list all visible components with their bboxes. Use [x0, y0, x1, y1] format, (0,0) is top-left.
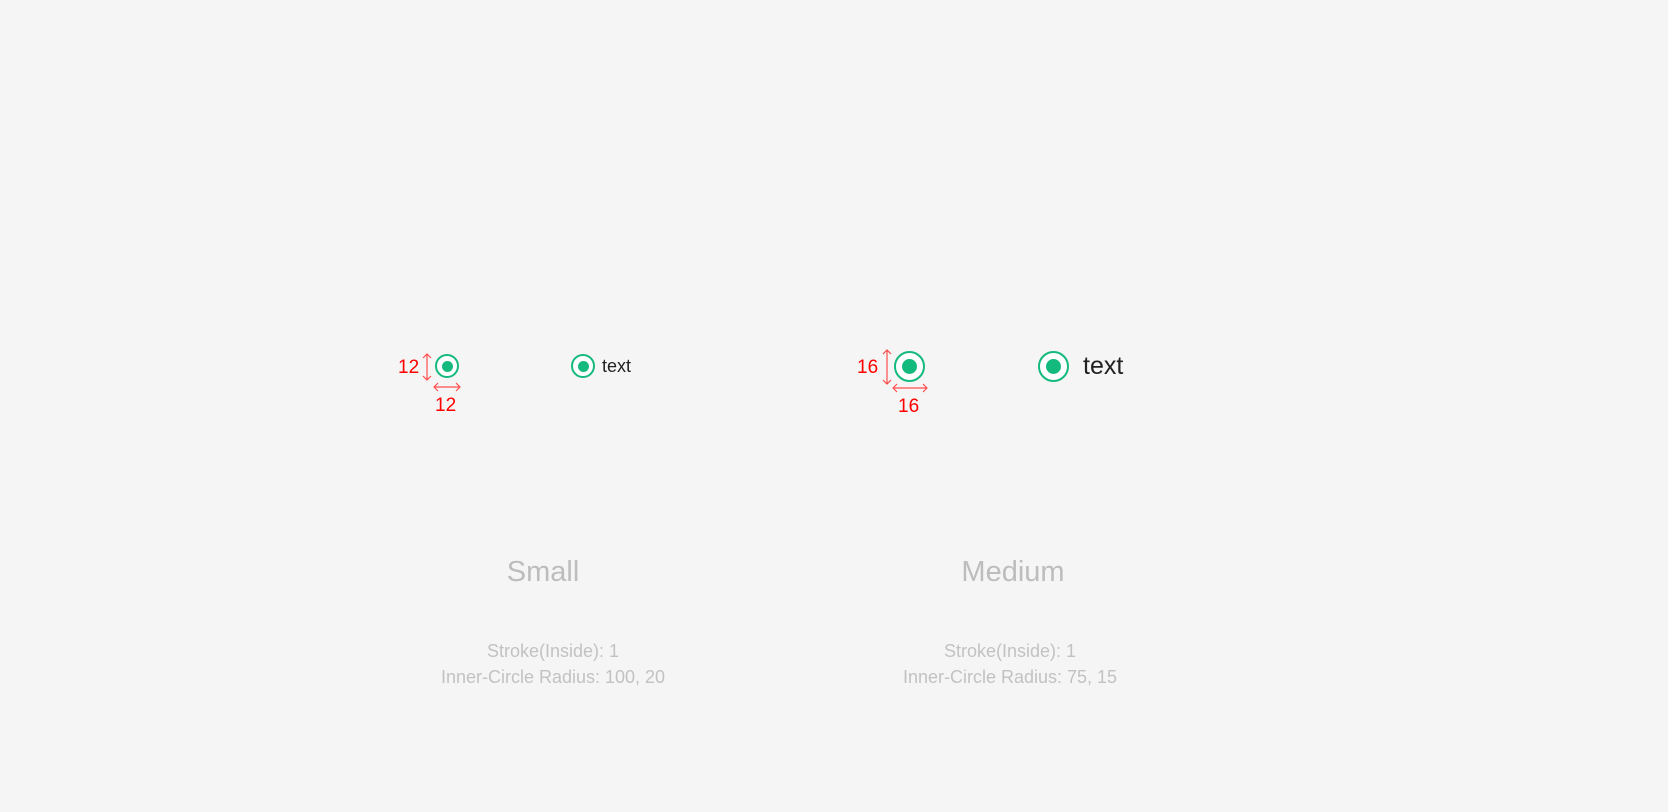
small-stroke-spec: Stroke(Inside): 1	[486, 641, 620, 661]
medium-radio-spec[interactable]	[894, 351, 925, 382]
medium-description: Stroke(Inside): 1 Inner-Circle Radius: 7…	[903, 638, 1117, 690]
radio-inner-dot	[902, 359, 917, 374]
small-radio[interactable]	[571, 354, 595, 378]
medium-width-label: 16	[898, 396, 920, 417]
vertical-dimension-arrow-icon	[882, 349, 892, 385]
medium-stroke-spec: Stroke(Inside): 1	[943, 641, 1077, 661]
small-radio-spec[interactable]	[435, 354, 459, 378]
medium-inner-radius-spec: Inner-Circle Radius: 75, 15	[902, 667, 1118, 687]
horizontal-dimension-arrow-icon	[892, 383, 928, 393]
radio-inner-dot	[441, 360, 453, 372]
vertical-dimension-arrow-icon	[422, 353, 432, 381]
radio-inner-dot	[577, 360, 589, 372]
medium-title: Medium	[961, 556, 1065, 588]
horizontal-dimension-arrow-icon	[433, 382, 461, 392]
radio-inner-dot	[1046, 359, 1061, 374]
medium-height-label: 16	[857, 357, 879, 378]
small-description: Stroke(Inside): 1 Inner-Circle Radius: 1…	[441, 638, 665, 690]
small-title: Small	[506, 556, 580, 588]
medium-radio[interactable]	[1038, 351, 1069, 382]
small-height-label: 12	[398, 357, 420, 378]
small-width-label: 12	[435, 395, 457, 416]
small-radio-label[interactable]: text	[602, 356, 632, 376]
medium-radio-label[interactable]: text	[1083, 352, 1124, 380]
small-inner-radius-spec: Inner-Circle Radius: 100, 20	[440, 667, 666, 687]
